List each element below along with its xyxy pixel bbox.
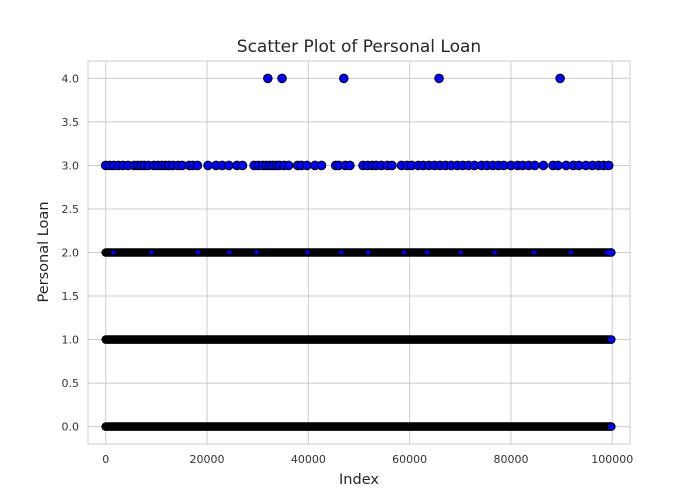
data-band	[101, 248, 616, 257]
x-tick-label: 40000	[291, 453, 326, 466]
data-point	[434, 73, 444, 84]
chart-title: Scatter Plot of Personal Loan	[237, 37, 481, 57]
x-tick-label: 20000	[190, 453, 225, 466]
data-point	[339, 250, 344, 255]
x-tick-label: 0	[102, 453, 109, 466]
data-point	[254, 250, 259, 255]
x-tick-labels: 0 20000 40000 60000 80000 100000	[102, 453, 633, 466]
y-tick-label: 4.0	[62, 72, 80, 85]
data-point	[604, 250, 609, 255]
y-tick-label: 1.0	[62, 334, 80, 347]
y-tick-label: 3.0	[62, 159, 80, 172]
y-tick-label: 2.5	[62, 203, 80, 216]
data-point	[283, 160, 294, 171]
data-point	[529, 160, 540, 171]
x-tick-label: 80000	[493, 453, 528, 466]
data-point	[401, 250, 407, 255]
data-point	[458, 250, 464, 255]
x-axis-title: Index	[339, 472, 379, 488]
data-point	[603, 160, 614, 171]
plot-area-frame	[87, 60, 631, 445]
x-tick-label: 100000	[591, 453, 633, 466]
data-point	[532, 250, 537, 255]
data-band	[101, 422, 616, 431]
data-point	[277, 73, 287, 84]
data-point	[424, 250, 430, 255]
data-point	[538, 160, 549, 171]
y-tick-label: 1.5	[62, 290, 80, 303]
data-point	[224, 160, 234, 171]
data-point	[302, 160, 312, 171]
x-tick-label: 60000	[392, 453, 427, 466]
data-point	[339, 73, 349, 84]
data-point	[387, 160, 397, 171]
data-point	[227, 250, 232, 255]
data-point	[345, 160, 355, 171]
data-point	[555, 73, 565, 84]
data-point	[365, 250, 371, 255]
data-point	[203, 160, 213, 171]
y-tick-label: 3.5	[62, 116, 80, 129]
data-point	[149, 250, 154, 255]
y-tick-label: 0.5	[62, 377, 80, 390]
data-point	[195, 250, 201, 255]
data-point	[492, 250, 497, 255]
y-tick-labels: 0.0 0.5 1.0 1.5 2.0 2.5 3.0 3.5 4.0	[62, 72, 80, 433]
data-point	[192, 160, 203, 171]
data-points	[100, 73, 616, 431]
data-point	[111, 250, 116, 255]
y-tick-label: 2.0	[62, 247, 80, 260]
data-point	[237, 160, 248, 171]
data-point	[316, 160, 327, 171]
data-point	[305, 250, 310, 255]
data-point	[553, 160, 563, 171]
data-point	[607, 335, 616, 344]
data-point	[607, 422, 616, 431]
data-point	[568, 250, 573, 255]
y-axis-title: Personal Loan	[36, 201, 52, 302]
data-point	[263, 73, 273, 84]
y-tick-label: 0.0	[62, 421, 80, 434]
data-band	[101, 335, 616, 344]
